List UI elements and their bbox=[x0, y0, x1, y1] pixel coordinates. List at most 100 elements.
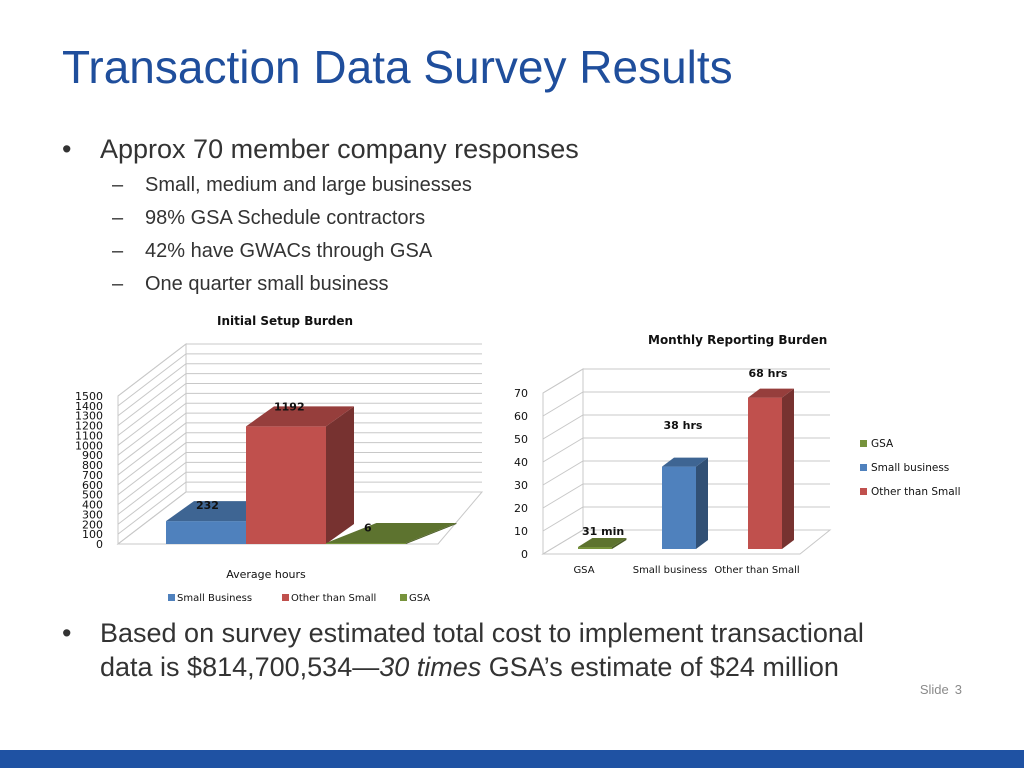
setup-y-tick-label: 1500 bbox=[75, 390, 103, 403]
monthly-bar-small-business-side bbox=[696, 457, 708, 549]
monthly-y-tick-label: 50 bbox=[514, 433, 528, 446]
setup-gridline bbox=[117, 471, 482, 525]
monthly-legend-swatch bbox=[860, 488, 867, 495]
dash-glyph: – bbox=[112, 174, 124, 196]
sub-bullet-text: One quarter small business bbox=[145, 273, 389, 295]
setup-gridline bbox=[117, 491, 482, 545]
monthly-legend-label: Other than Small bbox=[871, 486, 961, 498]
monthly-legend-label: Small business bbox=[871, 462, 949, 474]
setup-y-tick-label: 100 bbox=[82, 528, 103, 541]
monthly-gridline bbox=[542, 414, 830, 440]
setup-y-tick-label: 200 bbox=[82, 518, 103, 531]
setup-gridline bbox=[117, 402, 482, 456]
setup-gridline bbox=[117, 373, 482, 426]
monthly-legend-swatch bbox=[860, 464, 867, 471]
bullet-text-italic: 30 times bbox=[379, 652, 482, 682]
bullet-text-line2: data is $814,700,534—30 times GSA’s esti… bbox=[100, 652, 839, 683]
monthly-legend-label: GSA bbox=[871, 438, 894, 450]
setup-y-tick-label: 300 bbox=[82, 508, 103, 521]
setup-gridline bbox=[117, 422, 482, 476]
setup-y-tick-label: 1000 bbox=[75, 439, 103, 452]
monthly-bar-gsa-top bbox=[578, 538, 627, 547]
setup-legend-swatch bbox=[282, 594, 289, 601]
monthly-y-tick-label: 20 bbox=[514, 502, 528, 515]
setup-bar-gsa bbox=[326, 543, 406, 544]
monthly-y-tick-label: 10 bbox=[514, 525, 528, 538]
monthly-data-label: 31 min bbox=[582, 525, 624, 538]
chart-title-setup: Initial Setup Burden bbox=[217, 314, 354, 328]
setup-gridline bbox=[117, 442, 482, 496]
setup-y-tick-label: 0 bbox=[96, 538, 103, 551]
bullet-text: Approx 70 member company responses bbox=[100, 134, 579, 164]
setup-legend-label: Other than Small bbox=[291, 593, 376, 604]
monthly-bar-gsa-side bbox=[612, 538, 627, 549]
setup-gridline bbox=[117, 343, 482, 397]
setup-gridline bbox=[117, 353, 482, 407]
setup-gridline bbox=[117, 452, 482, 505]
monthly-y-tick-label: 70 bbox=[514, 387, 528, 400]
monthly-gridline bbox=[542, 391, 830, 417]
monthly-gridline bbox=[542, 460, 830, 486]
setup-y-tick-label: 1100 bbox=[75, 429, 103, 442]
setup-gridline bbox=[117, 412, 482, 466]
bullet-text-a: data is $814,700,534— bbox=[100, 652, 380, 682]
monthly-y-tick-label: 0 bbox=[521, 548, 528, 561]
setup-y-tick-label: 400 bbox=[82, 499, 103, 512]
setup-legend-label: Small Business bbox=[177, 593, 252, 604]
slide-label: Slide bbox=[919, 682, 949, 697]
setup-y-tick-label: 500 bbox=[82, 489, 103, 502]
slide-number: Slide 3 bbox=[914, 682, 962, 697]
setup-data-label: 1192 bbox=[274, 400, 305, 413]
sub-bullet-text: 42% have GWACs through GSA bbox=[145, 240, 433, 262]
setup-y-tick-label: 900 bbox=[82, 449, 103, 462]
setup-gridline bbox=[117, 432, 482, 486]
monthly-gridline bbox=[542, 506, 830, 532]
monthly-left-wall bbox=[542, 368, 584, 555]
sub-bullet-text: Small, medium and large businesses bbox=[145, 174, 472, 196]
setup-legend-swatch bbox=[168, 594, 175, 601]
setup-y-tick-label: 1300 bbox=[75, 410, 103, 423]
setup-bar-other-than-small-side bbox=[326, 406, 354, 544]
setup-gridline bbox=[117, 363, 482, 417]
monthly-bar-other-than-small bbox=[748, 397, 782, 549]
setup-gridline bbox=[117, 392, 482, 446]
setup-y-tick-label: 1400 bbox=[75, 400, 103, 413]
slide-title: Transaction Data Survey Results bbox=[62, 41, 733, 93]
monthly-bar-small-business-top bbox=[662, 457, 708, 467]
setup-y-tick-label: 700 bbox=[82, 469, 103, 482]
dash-glyph: – bbox=[112, 273, 124, 295]
setup-gridline bbox=[117, 461, 482, 515]
chart-title-monthly: Monthly Reporting Burden bbox=[648, 333, 828, 347]
slide-number-value: 3 bbox=[954, 682, 962, 697]
monthly-data-label: 68 hrs bbox=[749, 367, 788, 380]
monthly-bar-small-business bbox=[662, 466, 696, 549]
setup-data-label: 232 bbox=[196, 499, 219, 512]
setup-data-label: 6 bbox=[364, 521, 372, 534]
bullet-glyph: • bbox=[62, 618, 72, 648]
monthly-data-label: 38 hrs bbox=[664, 419, 703, 432]
setup-y-tick-label: 1200 bbox=[75, 420, 103, 433]
setup-x-tick-label: Average hours bbox=[226, 568, 306, 581]
monthly-y-tick-label: 40 bbox=[514, 456, 528, 469]
dash-glyph: – bbox=[112, 240, 124, 262]
monthly-bar-other-than-small-side bbox=[782, 388, 794, 549]
setup-bar-gsa-side bbox=[406, 523, 457, 544]
setup-y-tick-label: 600 bbox=[82, 479, 103, 492]
monthly-gridline bbox=[542, 483, 830, 509]
monthly-gridline bbox=[542, 368, 830, 394]
monthly-gridline bbox=[542, 529, 830, 555]
setup-bar-other-than-small-top bbox=[246, 406, 354, 427]
bullet-glyph: • bbox=[62, 134, 72, 164]
setup-gridline bbox=[117, 481, 482, 535]
monthly-legend-swatch bbox=[860, 440, 867, 447]
bullet-text: Based on survey estimated total cost to … bbox=[100, 618, 864, 648]
bullet-text-b: GSA’s estimate of $24 million bbox=[481, 652, 839, 682]
sub-bullet-text: 98% GSA Schedule contractors bbox=[145, 207, 426, 229]
monthly-y-tick-label: 60 bbox=[514, 410, 528, 423]
monthly-gridline bbox=[542, 437, 830, 463]
monthly-x-tick-label: Other than Small bbox=[714, 565, 799, 576]
setup-gridline bbox=[117, 382, 482, 436]
setup-legend-swatch bbox=[400, 594, 407, 601]
setup-bar-gsa-top bbox=[326, 523, 457, 543]
